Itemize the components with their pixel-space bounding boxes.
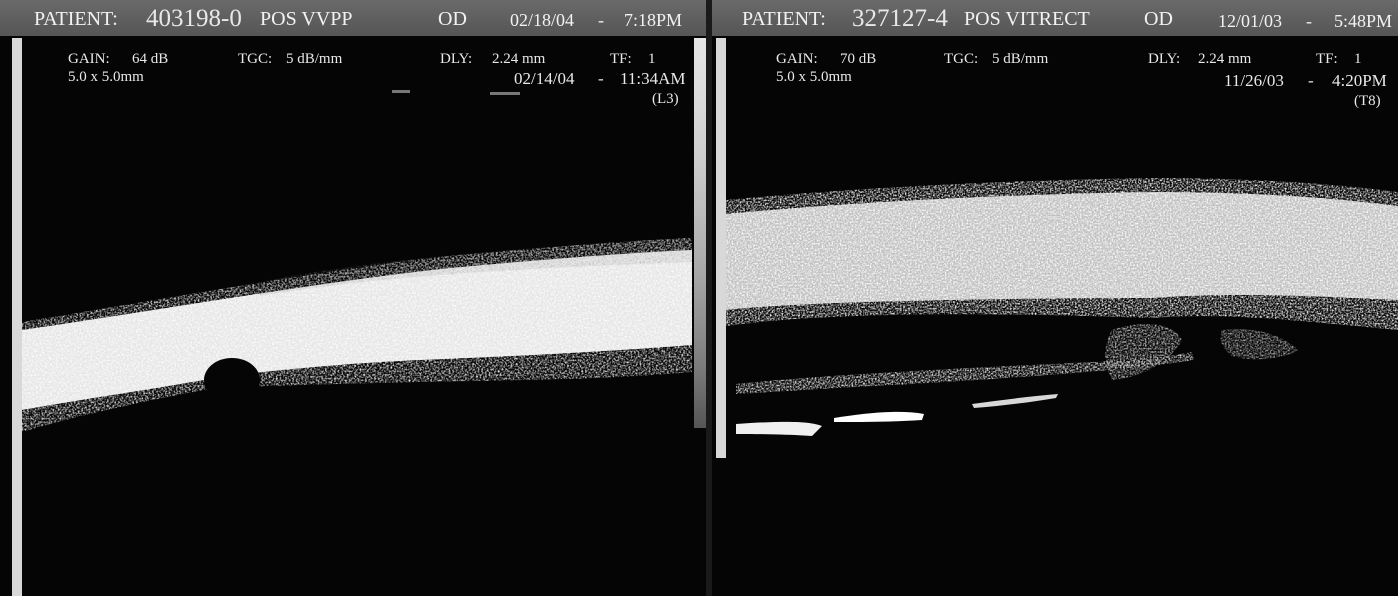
dly-value: 2.24 mm	[492, 51, 546, 67]
procedure-label: POS VITRECT	[964, 8, 1090, 30]
gain-value: 64 dB	[132, 51, 169, 67]
tf-value: 1	[648, 51, 656, 67]
tgc-label: TGC:	[944, 51, 979, 67]
field-size: 5.0 x 5.0mm	[68, 69, 144, 85]
exam-date: 02/18/04	[510, 10, 575, 30]
procedure-label: POS VVPP	[260, 8, 353, 30]
date-separator: -	[1306, 11, 1312, 31]
left-ultrasound-image	[22, 90, 692, 432]
field-size: 5.0 x 5.0mm	[776, 69, 852, 85]
scan-code: (L3)	[652, 91, 679, 107]
dly-label: DLY:	[1148, 51, 1181, 67]
scan-code: (T8)	[1354, 93, 1381, 109]
prior-exam-time: 4:20PM	[1332, 71, 1387, 90]
tf-value: 1	[1354, 51, 1362, 67]
exam-time: 7:18PM	[624, 10, 683, 30]
right-depth-scale	[716, 38, 726, 458]
prior-exam-date: 11/26/03	[1224, 71, 1284, 90]
prior-exam-date: 02/14/04	[514, 69, 575, 88]
patient-label: PATIENT:	[34, 8, 118, 30]
patient-label: PATIENT:	[742, 8, 826, 30]
right-header-bar	[712, 0, 1398, 36]
left-ultrasound-panel: PATIENT: 403198-0 POS VVPP OD 02/18/04 -…	[0, 0, 708, 596]
eye-label: OD	[438, 8, 467, 30]
left-depth-scale	[12, 38, 22, 596]
right-ultrasound-panel: PATIENT: 327127-4 POS VITRECT OD 12/01/0…	[712, 0, 1398, 596]
prior-date-separator: -	[598, 69, 604, 88]
dly-label: DLY:	[440, 51, 473, 67]
right-ultrasound-image	[712, 0, 1398, 596]
prior-exam-time: 11:34AM	[620, 69, 686, 88]
left-gray-scale-bar	[694, 38, 706, 428]
tf-label: TF:	[1316, 51, 1338, 67]
tgc-value: 5 dB/mm	[992, 51, 1049, 67]
date-separator: -	[598, 10, 604, 30]
eye-label: OD	[1144, 8, 1173, 30]
dly-value: 2.24 mm	[1198, 51, 1252, 67]
exam-time: 5:48PM	[1334, 11, 1393, 31]
tgc-label: TGC:	[238, 51, 273, 67]
gain-value: 70 dB	[840, 51, 877, 67]
exam-date: 12/01/03	[1218, 11, 1283, 31]
tf-label: TF:	[610, 51, 632, 67]
tgc-value: 5 dB/mm	[286, 51, 343, 67]
patient-id: 403198-0	[146, 5, 242, 32]
left-header-bar	[0, 0, 708, 36]
gain-label: GAIN:	[68, 51, 110, 67]
patient-id: 327127-4	[852, 5, 948, 32]
panel-divider	[706, 0, 714, 596]
prior-date-separator: -	[1308, 71, 1314, 90]
gain-label: GAIN:	[776, 51, 818, 67]
